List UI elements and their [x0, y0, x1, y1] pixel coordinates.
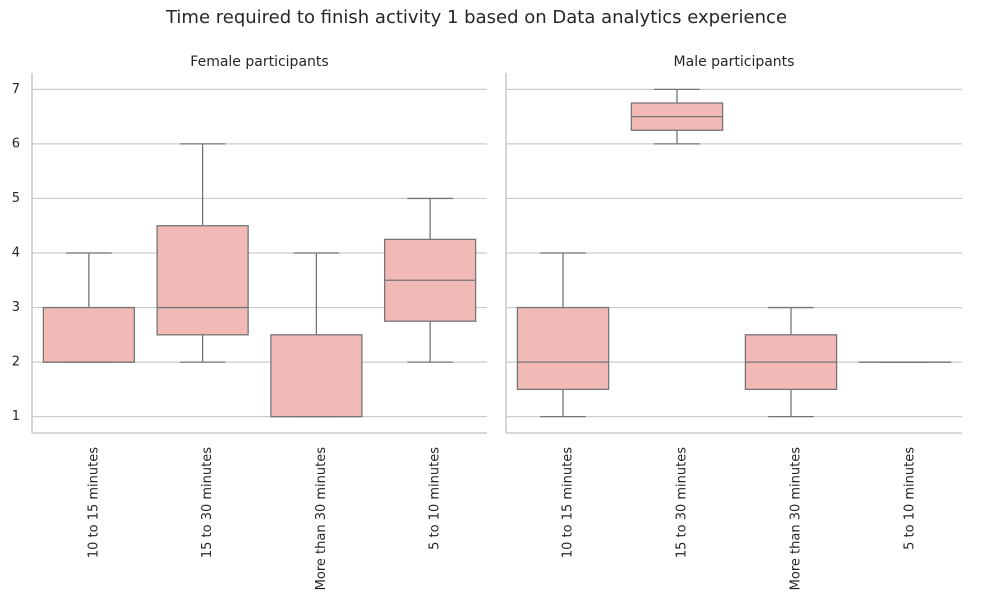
y-tick-label: 6 [12, 136, 20, 151]
chart-title: Time required to finish activity 1 based… [165, 7, 788, 28]
y-tick-label: 3 [12, 300, 20, 315]
panel-title: Female participants [190, 54, 328, 70]
x-tick-label: 5 to 10 minutes [428, 447, 443, 550]
x-tick-label: 10 to 15 minutes [561, 447, 576, 558]
x-tick-label: 15 to 30 minutes [200, 447, 215, 558]
y-tick-label: 5 [12, 191, 20, 206]
box [156, 225, 249, 336]
y-tick-label: 1 [12, 409, 20, 424]
y-tick-label: 7 [12, 82, 20, 97]
box [42, 306, 136, 363]
box [270, 334, 363, 418]
y-tick-label: 4 [12, 246, 20, 261]
panel-title: Male participants [674, 54, 795, 70]
x-tick-label: 5 to 10 minutes [903, 447, 918, 550]
x-tick-label: More than 30 minutes [314, 447, 329, 591]
x-tick-label: More than 30 minutes [789, 447, 804, 591]
x-tick-label: 10 to 15 minutes [86, 447, 101, 558]
y-tick-label: 2 [12, 355, 20, 370]
x-tick-label: 15 to 30 minutes [675, 447, 690, 558]
box [516, 306, 610, 391]
